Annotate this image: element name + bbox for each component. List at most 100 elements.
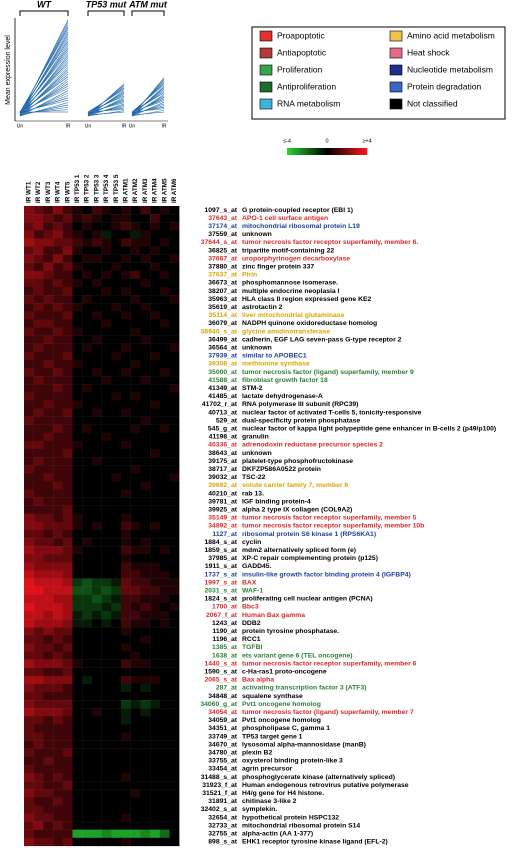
profile-line	[131, 111, 165, 116]
heatmap-cell	[101, 756, 112, 766]
heatmap-cell	[91, 222, 102, 231]
heatmap-cell	[53, 813, 63, 822]
heatmap-cell	[53, 319, 63, 328]
heatmap-cell	[111, 465, 122, 474]
heatmap-cell	[53, 692, 63, 701]
heatmap-cell	[150, 773, 160, 782]
heatmap-cell	[72, 473, 83, 482]
heatmap-cell	[140, 457, 151, 466]
heatmap-cell	[33, 513, 44, 523]
heatmap-cell	[101, 586, 112, 595]
heatmap-cell	[140, 343, 151, 352]
heatmap-cell	[169, 392, 180, 401]
heatmap-cell	[169, 756, 180, 766]
heatmap-cell	[72, 821, 83, 830]
heatmap-cell	[91, 797, 102, 806]
heatmap-cell	[159, 400, 170, 409]
probe-id: 37643_at	[208, 215, 237, 222]
heatmap-cell	[91, 692, 102, 701]
heatmap-cell	[121, 473, 131, 482]
heatmap-cell	[91, 311, 102, 320]
probe-id: 1997_s_at	[204, 579, 237, 586]
heatmap-cell	[53, 416, 63, 425]
heatmap-cell	[140, 570, 151, 579]
heatmap-cell	[101, 619, 112, 628]
heatmap-cell	[121, 724, 131, 733]
heatmap-cell	[33, 327, 44, 336]
heatmap-cell	[72, 246, 83, 255]
heatmap-cell	[91, 440, 102, 450]
heatmap-cell	[62, 611, 73, 620]
gene-name: GADD45.	[242, 563, 272, 570]
heatmap-cell	[111, 789, 122, 798]
heatmap-cell	[82, 837, 93, 847]
heatmap-cell	[91, 214, 102, 223]
heatmap-cell	[150, 351, 160, 361]
heatmap-cell	[53, 206, 63, 215]
heatmap-cell	[101, 295, 112, 304]
heatmap-cell	[159, 359, 170, 369]
heatmap-cell	[121, 368, 131, 377]
heatmap-cell	[140, 408, 151, 417]
heatmap-cell	[130, 611, 141, 620]
heatmap-cell	[33, 214, 44, 223]
heatmap-cell	[169, 432, 180, 442]
heatmap-cell	[130, 335, 141, 344]
heatmap-cell	[91, 586, 102, 595]
heatmap-cell	[24, 368, 34, 377]
y-axis-label: Mean expression level	[5, 35, 12, 105]
heatmap-cell	[121, 530, 131, 539]
heatmap-cell	[72, 505, 83, 514]
heatmap-cell	[111, 586, 122, 595]
heatmap-cell	[140, 837, 151, 847]
scale-cell	[357, 148, 360, 155]
gene-name: RCC1	[242, 636, 261, 643]
gene-name: uroporphyrinogen decarboxylase	[242, 255, 350, 262]
heatmap-cell	[159, 270, 170, 280]
heatmap-cell	[43, 351, 54, 361]
heatmap-cell	[159, 635, 170, 644]
heatmap-cell	[91, 262, 102, 271]
heatmap-cell	[140, 359, 151, 369]
heatmap-cell	[91, 805, 102, 814]
heatmap-cell	[33, 351, 44, 361]
heatmap-cell	[111, 400, 122, 409]
heatmap-cell	[101, 829, 112, 838]
heatmap-cell	[111, 821, 122, 830]
legend-label: Antiproliferation	[277, 81, 336, 91]
heatmap-cell	[111, 376, 122, 385]
heatmap-cell	[91, 619, 102, 628]
profile-line	[19, 83, 69, 115]
heatmap-cell	[121, 635, 131, 644]
heatmap-cell	[72, 675, 83, 685]
heatmap-cell	[169, 586, 180, 595]
heatmap-cell	[130, 716, 141, 725]
heatmap-cell	[121, 700, 131, 709]
heatmap-cell	[24, 327, 34, 336]
heatmap-cell	[62, 562, 73, 571]
heatmap-cell	[91, 206, 102, 215]
heatmap-cell	[24, 570, 34, 579]
heatmap-cell	[150, 465, 160, 474]
heatmap-cell	[91, 238, 102, 247]
scale-cell	[353, 148, 356, 155]
scale-cell	[313, 148, 316, 155]
heatmap-cell	[62, 538, 73, 547]
heatmap-cell	[72, 424, 83, 433]
heatmap-cell	[62, 578, 73, 587]
heatmap-cell	[43, 570, 54, 579]
heatmap-cell	[140, 278, 151, 288]
heatmap-cell	[121, 732, 131, 741]
heatmap-cell	[150, 489, 160, 498]
heatmap-cell	[140, 546, 151, 555]
heatmap-cell	[140, 748, 151, 757]
heatmap-cell	[159, 311, 170, 320]
column-label: IR WT1	[26, 181, 33, 203]
heatmap-cell	[169, 530, 180, 539]
heatmap-cell	[159, 643, 170, 652]
heatmap-cell	[43, 246, 54, 255]
heatmap-cell	[159, 651, 170, 660]
heatmap-cell	[150, 602, 160, 612]
heatmap-cell	[53, 222, 63, 231]
heatmap-cell	[72, 530, 83, 539]
